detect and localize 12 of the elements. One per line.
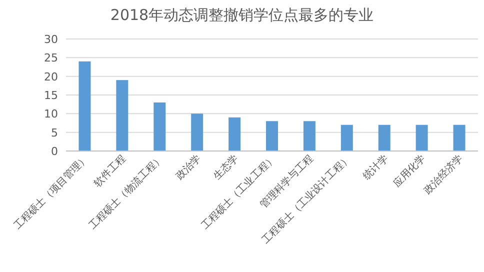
ytick: 25: [44, 52, 58, 65]
title: 2018年动态调整撤销学位点最多的专业: [110, 6, 374, 24]
ytick: 10: [44, 108, 58, 121]
ytick: 0: [51, 145, 58, 158]
xtick: 政治学: [174, 153, 204, 182]
xtick: 生态学: [212, 153, 241, 182]
ytick: 5: [51, 126, 58, 140]
ytick: 15: [44, 89, 58, 102]
xtick: 统计学: [362, 153, 390, 182]
xtick: 政治经济学: [422, 153, 466, 196]
ytick: 20: [44, 70, 58, 84]
ytick: 30: [44, 33, 58, 46]
